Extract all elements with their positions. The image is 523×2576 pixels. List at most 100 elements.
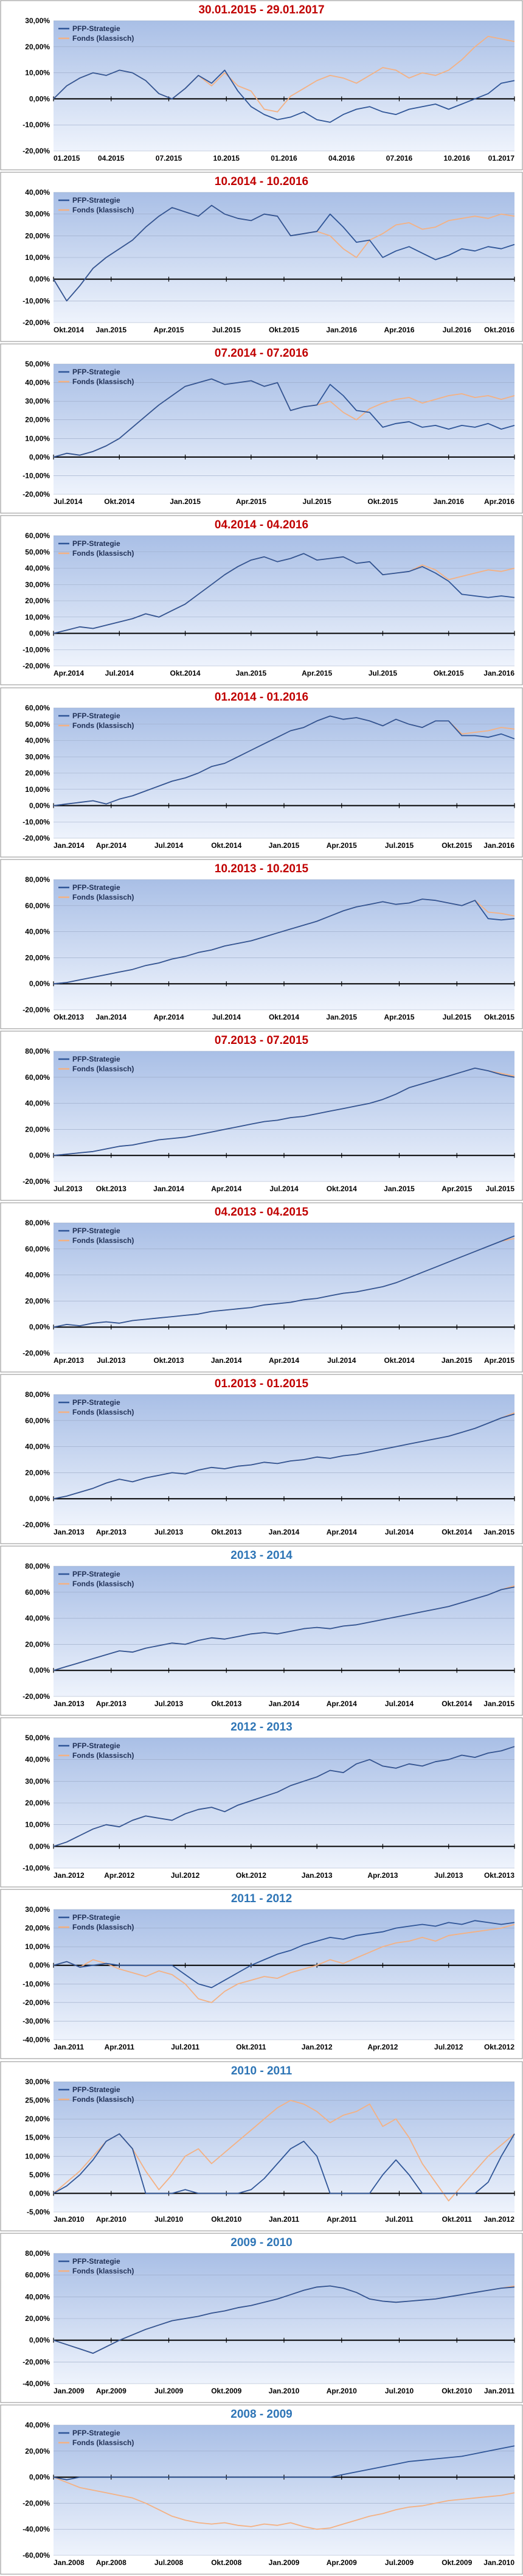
- x-tick-label: Jul.2013: [154, 1528, 184, 1536]
- y-tick-label: 20,00%: [25, 953, 50, 962]
- plot-area: [54, 21, 514, 151]
- y-tick-label: 20,00%: [25, 2115, 50, 2123]
- x-tick-label: Apr.2014: [153, 1013, 184, 1021]
- x-tick-label: Okt.2015: [367, 497, 398, 506]
- chart-title: 2009 - 2010: [230, 2236, 292, 2249]
- x-tick-label: Jul.2012: [434, 2043, 463, 2051]
- chart-title: 07.2014 - 07.2016: [215, 347, 308, 360]
- y-tick-label: -20,00%: [23, 2357, 50, 2366]
- x-tick-label: Okt.2012: [484, 2043, 514, 2051]
- legend-strategy-label: PFP-Strategie: [72, 24, 120, 33]
- chart-svg: 2010 - 2011 30,00% 25,00% 20,00% 15,00% 10,00…: [0, 2061, 523, 2231]
- chart-panel: 2010 - 2011 30,00% 25,00% 20,00% 15,00% 10,00…: [0, 2061, 523, 2233]
- x-tick-label: Apr.2009: [327, 2558, 357, 2567]
- chart-panel: 01.2013 - 01.2015 80,00% 60,00% 40,00% 20,00…: [0, 1374, 523, 1545]
- y-tick-label: 20,00%: [25, 416, 50, 424]
- legend-fonds-label: Fonds (klassisch): [72, 721, 134, 730]
- y-tick-label: 20,00%: [25, 1468, 50, 1477]
- series-line-strategy: [53, 2285, 515, 2354]
- x-tick-label: Apr.2015: [153, 326, 184, 334]
- legend-fonds-label: Fonds (klassisch): [72, 1408, 134, 1416]
- x-tick-label: Apr.2009: [96, 2387, 126, 2395]
- y-tick-label: 60,00%: [25, 704, 50, 712]
- x-tick-label: Okt.2014: [269, 1013, 299, 1021]
- legend-strategy-label: PFP-Strategie: [72, 1913, 120, 1922]
- chart-svg: 04.2014 - 04.2016 60,00% 50,00% 40,00% 30,00…: [0, 515, 523, 685]
- legend-fonds-label: Fonds (klassisch): [72, 2438, 134, 2447]
- x-tick-label: Jul.2013: [434, 1871, 463, 1880]
- x-tick-label: Apr.2015: [236, 497, 266, 506]
- chart-panel: 04.2014 - 04.2016 60,00% 50,00% 40,00% 30,00…: [0, 515, 523, 687]
- x-tick-label: Okt.2014: [384, 1356, 414, 1365]
- y-tick-label: 20,00%: [25, 2447, 50, 2455]
- legend-fonds-label: Fonds (klassisch): [72, 1923, 134, 1931]
- y-tick-label: 30,00%: [25, 16, 50, 25]
- x-tick-label: Jul.2015: [486, 1185, 515, 1193]
- y-tick-label: -20,00%: [23, 490, 50, 499]
- x-tick-label: Jul.2016: [443, 326, 472, 334]
- x-tick-label: 01.2015: [54, 154, 80, 163]
- chart-panel: 01.2014 - 01.2016 60,00% 50,00% 40,00% 30,00…: [0, 687, 523, 859]
- x-tick-label: Apr.2016: [484, 497, 514, 506]
- y-tick-label: 60,00%: [25, 2271, 50, 2280]
- y-tick-label: 60,00%: [25, 901, 50, 910]
- x-tick-label: Jan.2014: [269, 1699, 300, 1708]
- chart-title: 10.2014 - 10.2016: [215, 175, 308, 188]
- legend-strategy-label: PFP-Strategie: [72, 196, 120, 205]
- y-tick-label: -40,00%: [23, 2035, 50, 2044]
- y-tick-label: 20,00%: [25, 231, 50, 240]
- chart-panel: 2008 - 2009 40,00% 20,00% 0,00% -20,00% -40,0…: [0, 2404, 523, 2576]
- y-tick-label: 40,00%: [25, 564, 50, 573]
- y-tick-label: 60,00%: [25, 1073, 50, 1082]
- y-tick-label: 0,00%: [29, 802, 50, 810]
- y-tick-label: 15,00%: [25, 2133, 50, 2142]
- x-tick-label: Jan.2008: [54, 2558, 85, 2567]
- y-tick-label: 0,00%: [29, 1961, 50, 1970]
- chart-panel: 2012 - 2013 50,00% 40,00% 30,00% 20,00% 10,00…: [0, 1717, 523, 1889]
- series-line-strategy: [53, 898, 515, 985]
- chart-svg: 2012 - 2013 50,00% 40,00% 30,00% 20,00% 10,00…: [0, 1717, 523, 1888]
- x-tick-label: 04.2016: [328, 154, 355, 163]
- y-tick-label: 10,00%: [25, 785, 50, 794]
- x-tick-label: Jan.2011: [269, 2215, 299, 2224]
- x-tick-label: Apr.2013: [96, 1699, 126, 1708]
- x-tick-label: Jan.2011: [54, 2043, 84, 2051]
- x-tick-label: Apr.2015: [302, 669, 332, 677]
- y-tick-label: 10,00%: [25, 253, 50, 262]
- x-tick-label: Okt.2011: [236, 2043, 266, 2051]
- x-tick-label: Jul.2013: [154, 1699, 184, 1708]
- y-tick-label: 25,00%: [25, 2096, 50, 2105]
- legend-strategy-label: PFP-Strategie: [72, 1398, 120, 1407]
- x-tick-label: Jan.2015: [95, 326, 126, 334]
- y-tick-label: -30,00%: [23, 2017, 50, 2025]
- x-tick-label: Jan.2014: [54, 841, 85, 850]
- chart-title: 01.2014 - 01.2016: [215, 691, 308, 704]
- y-tick-label: 40,00%: [25, 928, 50, 936]
- legend-strategy-label: PFP-Strategie: [72, 2257, 120, 2266]
- x-tick-label: Apr.2013: [367, 1871, 398, 1880]
- y-tick-label: -20,00%: [23, 2499, 50, 2507]
- x-tick-label: 10.2015: [213, 154, 240, 163]
- chart-title: 04.2014 - 04.2016: [215, 519, 308, 531]
- y-tick-label: 40,00%: [25, 1271, 50, 1279]
- y-tick-label: -10,00%: [23, 471, 50, 480]
- legend-fonds-label: Fonds (klassisch): [72, 2095, 134, 2104]
- chart-svg: 2008 - 2009 40,00% 20,00% 0,00% -20,00% -40,0…: [0, 2404, 523, 2575]
- chart-title: 2011 - 2012: [231, 1892, 292, 1905]
- series-line-strategy: [53, 69, 515, 123]
- y-tick-label: 0,00%: [29, 629, 50, 638]
- x-tick-label: Apr.2014: [269, 1356, 299, 1365]
- legend-strategy-label: PFP-Strategie: [72, 368, 120, 376]
- chart-svg: 07.2013 - 07.2015 80,00% 60,00% 40,00% 20,00…: [0, 1031, 523, 1201]
- legend-fonds-label: Fonds (klassisch): [72, 549, 134, 558]
- y-tick-label: 80,00%: [25, 1390, 50, 1399]
- chart-svg: 07.2014 - 07.2016 50,00% 40,00% 30,00% 20,00…: [0, 343, 523, 514]
- y-tick-label: -20,00%: [23, 1998, 50, 2007]
- chart-svg: 01.2014 - 01.2016 60,00% 50,00% 40,00% 30,00…: [0, 687, 523, 858]
- x-tick-label: Apr.2011: [327, 2215, 357, 2224]
- y-tick-label: -40,00%: [23, 2379, 50, 2388]
- y-tick-label: -20,00%: [23, 1177, 50, 1186]
- x-tick-label: Jan.2015: [483, 1699, 514, 1708]
- y-tick-label: 0,00%: [29, 94, 50, 103]
